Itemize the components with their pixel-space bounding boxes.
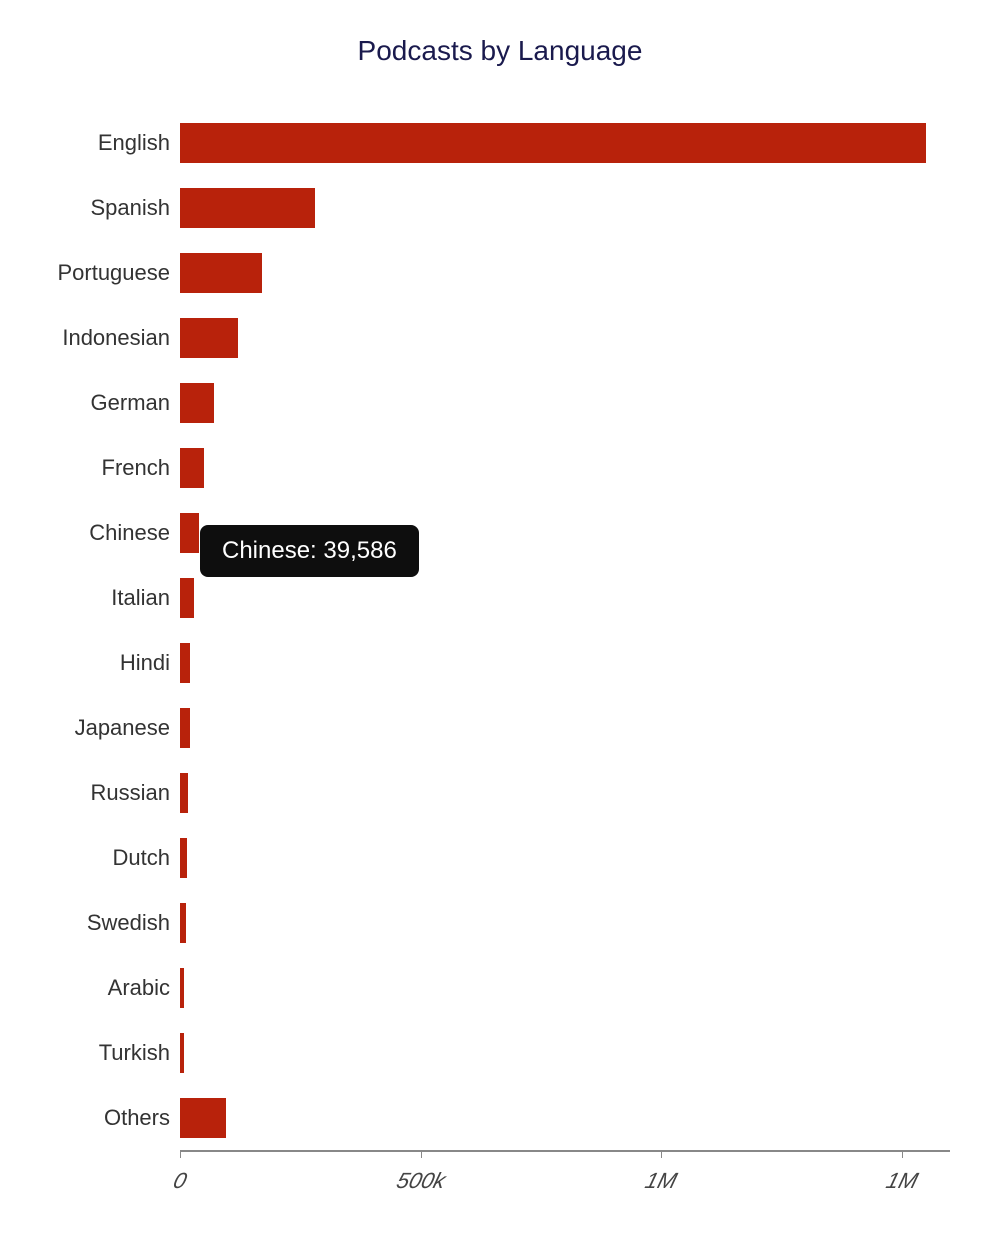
tooltip: Chinese: 39,586 (200, 525, 419, 577)
bar[interactable] (180, 903, 186, 943)
x-axis-label: 500k (393, 1168, 448, 1194)
bar[interactable] (180, 188, 315, 228)
y-axis-label: Chinese (10, 520, 170, 546)
y-axis-label: Hindi (10, 650, 170, 676)
chart-container: Podcasts by Language 0500k1M1M Chinese: … (0, 0, 1000, 1248)
x-axis-tick (180, 1150, 181, 1158)
x-axis-label: 1M (883, 1168, 921, 1194)
x-axis-tick (661, 1150, 662, 1158)
bar[interactable] (180, 123, 926, 163)
bar[interactable] (180, 708, 190, 748)
bar[interactable] (180, 513, 199, 553)
x-axis-tick (421, 1150, 422, 1158)
y-axis-label: Italian (10, 585, 170, 611)
bar[interactable] (180, 383, 214, 423)
bar[interactable] (180, 773, 188, 813)
y-axis-label: Portuguese (10, 260, 170, 286)
y-axis-label: Arabic (10, 975, 170, 1001)
y-axis-label: German (10, 390, 170, 416)
plot-area (180, 110, 950, 1150)
bar[interactable] (180, 448, 204, 488)
y-axis-label: Turkish (10, 1040, 170, 1066)
x-axis-tick (902, 1150, 903, 1158)
bar[interactable] (180, 643, 190, 683)
bar[interactable] (180, 1098, 226, 1138)
bar[interactable] (180, 838, 187, 878)
y-axis-label: Japanese (10, 715, 170, 741)
chart-title: Podcasts by Language (0, 35, 1000, 67)
tooltip-text: Chinese: 39,586 (222, 537, 397, 564)
x-axis-label: 1M (642, 1168, 680, 1194)
x-axis-label: 0 (170, 1168, 189, 1194)
bar[interactable] (180, 578, 194, 618)
y-axis-label: Spanish (10, 195, 170, 221)
bar[interactable] (180, 968, 184, 1008)
x-axis-baseline (180, 1150, 950, 1152)
y-axis-label: Russian (10, 780, 170, 806)
y-axis-label: Others (10, 1105, 170, 1131)
y-axis-label: English (10, 130, 170, 156)
y-axis-label: Swedish (10, 910, 170, 936)
bar[interactable] (180, 318, 238, 358)
bar[interactable] (180, 1033, 184, 1073)
y-axis-label: Indonesian (10, 325, 170, 351)
y-axis-label: Dutch (10, 845, 170, 871)
y-axis-label: French (10, 455, 170, 481)
x-axis: 0500k1M1M (180, 1150, 950, 1152)
bar[interactable] (180, 253, 262, 293)
